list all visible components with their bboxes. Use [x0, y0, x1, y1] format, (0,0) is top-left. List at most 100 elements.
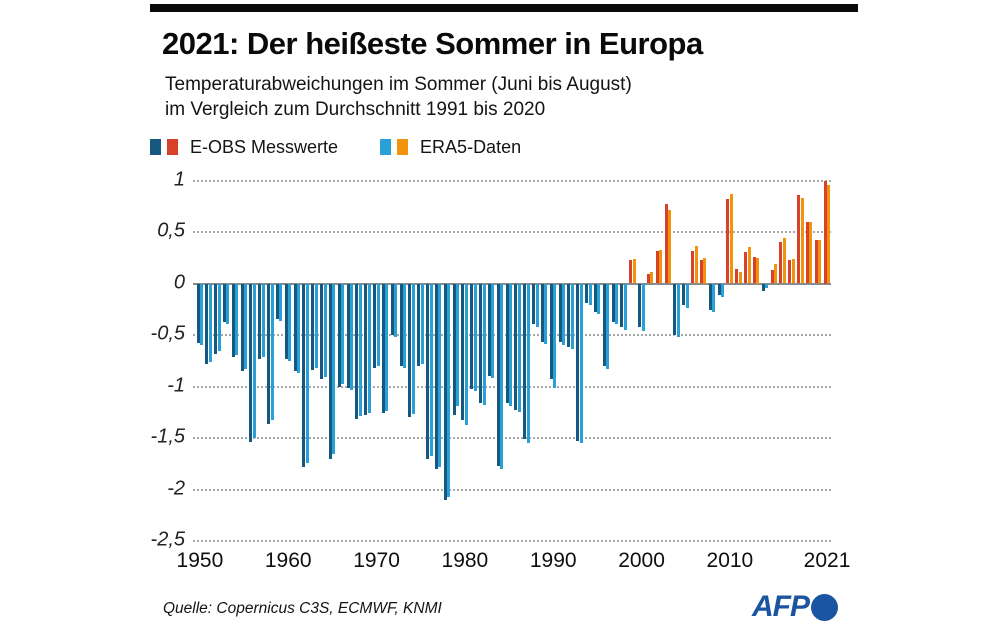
bar-1955-eobs — [240, 283, 244, 372]
bar-1978-era5 — [447, 283, 451, 497]
bar-2012-eobs — [744, 251, 748, 284]
bar-2000-eobs — [638, 283, 642, 327]
bar-1964-era5 — [323, 283, 327, 378]
bar-2007-era5 — [703, 257, 707, 284]
bar-2000-era5 — [641, 283, 645, 331]
bar-1988-era5 — [535, 283, 539, 327]
bar-1978-eobs — [443, 283, 447, 500]
bar-1979-eobs — [452, 283, 456, 416]
bar-1953-era5 — [226, 283, 230, 324]
bar-2008-eobs — [708, 283, 712, 311]
y-tick-0: 0 — [173, 270, 185, 293]
gridline-0,5 — [193, 231, 831, 233]
bar-1989-eobs — [540, 283, 544, 343]
top-divider — [150, 4, 858, 12]
x-tick-2000: 2000 — [618, 549, 665, 572]
gridline-1 — [193, 179, 831, 182]
bar-2014-eobs — [761, 283, 765, 291]
bar-1956-eobs — [249, 283, 253, 443]
bar-1963-eobs — [311, 283, 315, 371]
bar-1998-era5 — [623, 283, 627, 330]
bar-1972-eobs — [390, 283, 394, 335]
bar-1958-era5 — [270, 283, 274, 421]
bar-1988-eobs — [532, 283, 536, 324]
bar-1969-era5 — [367, 283, 371, 414]
gridline--1,5 — [193, 437, 831, 439]
legend-label-eobs: E-OBS Messwerte — [190, 136, 339, 157]
legend-swatch-era5-negative — [380, 139, 392, 155]
bar-1991-eobs — [558, 283, 562, 343]
bar-1952-eobs — [214, 283, 218, 354]
bar-2015-era5 — [774, 263, 778, 284]
bar-2003-era5 — [668, 210, 672, 284]
bar-1990-eobs — [549, 283, 553, 380]
bar-2009-eobs — [717, 283, 721, 295]
bar-2002-era5 — [659, 249, 663, 284]
bar-1999-era5 — [632, 258, 636, 284]
x-tick-1970: 1970 — [353, 549, 400, 572]
bar-1972-era5 — [394, 283, 398, 338]
afp-logo-circle-icon — [811, 593, 838, 621]
gridline--2 — [193, 488, 831, 491]
bar-2018-eobs — [797, 194, 801, 284]
subtitle-line1: Temperaturabweichungen im Sommer (Juni b… — [165, 74, 632, 95]
bar-2013-era5 — [756, 257, 760, 284]
bar-2003-eobs — [664, 204, 668, 284]
legend: E-OBS Messwerte ERA5-Daten — [150, 137, 557, 157]
afp-logo: AFP — [752, 590, 852, 624]
bar-2006-era5 — [694, 246, 698, 284]
bar-1977-eobs — [434, 283, 438, 469]
bar-1962-era5 — [305, 283, 309, 463]
bar-1966-era5 — [341, 283, 345, 385]
bar-1983-era5 — [491, 283, 495, 379]
bar-2008-era5 — [712, 283, 716, 313]
bar-1967-era5 — [350, 283, 354, 390]
bar-2017-eobs — [788, 259, 792, 284]
bar-2016-eobs — [779, 242, 783, 284]
bar-2012-era5 — [747, 247, 751, 284]
bar-2014-era5 — [765, 283, 769, 288]
bar-1979-era5 — [456, 283, 460, 407]
bar-1956-era5 — [252, 283, 256, 438]
source-credit: Quelle: Copernicus C3S, ECMWF, KNMI — [163, 600, 442, 617]
x-tick-1960: 1960 — [264, 549, 312, 572]
bar-1991-era5 — [562, 283, 566, 346]
y-tick--1: -1 — [167, 373, 185, 396]
bar-1974-eobs — [408, 283, 412, 418]
y-tick--2,5: -2,5 — [150, 528, 185, 551]
bar-2019-era5 — [809, 221, 813, 284]
bar-2016-era5 — [782, 238, 786, 284]
bar-1955-era5 — [244, 283, 248, 369]
bar-2002-eobs — [655, 250, 659, 284]
bar-1986-eobs — [514, 283, 518, 411]
bar-1966-eobs — [337, 283, 341, 387]
legend-label-era5: ERA5-Daten — [420, 136, 522, 157]
bar-1951-eobs — [205, 283, 209, 364]
bar-1958-eobs — [267, 283, 271, 424]
bar-1976-eobs — [426, 283, 430, 459]
bar-1965-era5 — [332, 283, 336, 455]
bar-1984-eobs — [496, 283, 500, 466]
legend-swatch-eobs-positive — [167, 139, 178, 155]
bar-1970-era5 — [376, 283, 380, 366]
afp-logo-text: AFP — [752, 590, 810, 623]
bar-1971-era5 — [385, 283, 389, 412]
bar-1977-era5 — [438, 283, 442, 467]
y-tick-1: 1 — [173, 167, 185, 190]
bar-1986-era5 — [517, 283, 521, 413]
bar-1953-eobs — [222, 283, 226, 322]
bar-1987-eobs — [523, 283, 527, 440]
bar-1985-eobs — [505, 283, 509, 403]
bar-2011-eobs — [735, 269, 739, 284]
bar-2013-eobs — [752, 256, 756, 284]
bar-1967-eobs — [346, 283, 350, 388]
bar-1973-eobs — [399, 283, 403, 366]
bar-1987-era5 — [526, 283, 530, 444]
bar-1996-eobs — [602, 283, 606, 366]
bar-1982-era5 — [482, 283, 486, 406]
x-tick-1950: 1950 — [176, 549, 224, 572]
bar-1984-era5 — [500, 283, 504, 469]
subtitle-line2: im Vergleich zum Durchschnitt 1991 bis 2… — [165, 99, 546, 120]
bar-1973-era5 — [403, 283, 407, 368]
